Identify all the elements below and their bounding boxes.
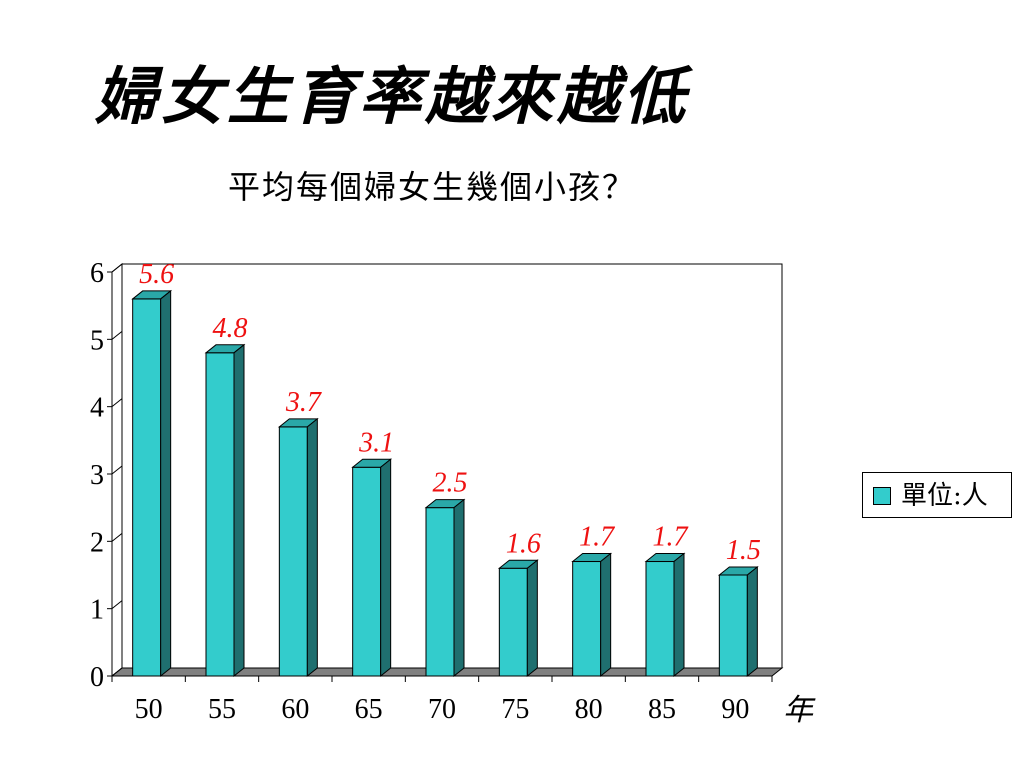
y-grid-stub <box>111 600 123 610</box>
bar-side <box>306 417 318 678</box>
bar-side <box>160 289 172 678</box>
y-tick-label: 1 <box>90 595 104 626</box>
data-label: 1.7 <box>653 522 689 553</box>
bar-front <box>718 574 748 677</box>
data-label: 3.1 <box>358 427 394 458</box>
x-axis-unit-label: 年 <box>783 693 816 728</box>
x-tick-label: 65 <box>355 694 383 725</box>
data-label: 5.6 <box>139 259 174 290</box>
data-label: 1.7 <box>579 522 615 553</box>
data-label: 3.7 <box>285 387 322 418</box>
x-tick-label: 55 <box>208 694 236 725</box>
y-grid-stub <box>111 398 123 408</box>
bar-side <box>673 552 685 678</box>
y-tick-label: 4 <box>90 393 104 424</box>
x-tick-label: 75 <box>501 694 529 725</box>
x-tick-label: 50 <box>135 694 163 725</box>
bar-front <box>645 561 675 677</box>
legend-swatch <box>873 487 891 505</box>
bar-side <box>600 552 612 678</box>
y-grid-stub <box>111 667 123 677</box>
bar-side <box>233 343 245 678</box>
x-tick-label: 80 <box>575 694 603 725</box>
y-tick-label: 2 <box>90 527 104 558</box>
y-tick-label: 0 <box>90 662 104 693</box>
bar-front <box>205 352 235 677</box>
data-label: 2.5 <box>433 468 468 499</box>
data-label: 1.6 <box>506 528 541 559</box>
data-label: 4.8 <box>213 313 248 344</box>
bar-front <box>572 561 602 677</box>
y-grid-stub <box>111 330 123 340</box>
bar-front <box>352 466 382 677</box>
bar-side <box>526 559 538 678</box>
page-title: 婦女生育率越來越低 <box>95 60 690 133</box>
bar-front <box>132 298 162 677</box>
x-tick-label: 60 <box>281 694 309 725</box>
y-tick-label: 3 <box>90 460 104 491</box>
x-tick-label: 70 <box>428 694 456 725</box>
legend-label: 單位:人 <box>901 481 988 511</box>
bar-front <box>498 567 528 677</box>
y-tick-label: 5 <box>90 325 104 356</box>
bar-side <box>380 458 392 678</box>
chart-legend: 單位:人 <box>862 472 1012 518</box>
bar-side <box>453 498 465 678</box>
x-tick-label: 85 <box>648 694 676 725</box>
y-grid-stub <box>111 532 123 542</box>
y-grid-stub <box>111 465 123 475</box>
bar-side <box>746 565 758 678</box>
x-tick-label: 90 <box>721 694 749 725</box>
data-label: 1.5 <box>726 535 761 566</box>
bar-front <box>425 507 455 677</box>
y-grid-stub <box>111 263 123 273</box>
page-subtitle: 平均每個婦女生幾個小孩？ <box>228 168 637 206</box>
bar-front <box>278 426 308 677</box>
y-tick-label: 6 <box>90 258 104 289</box>
